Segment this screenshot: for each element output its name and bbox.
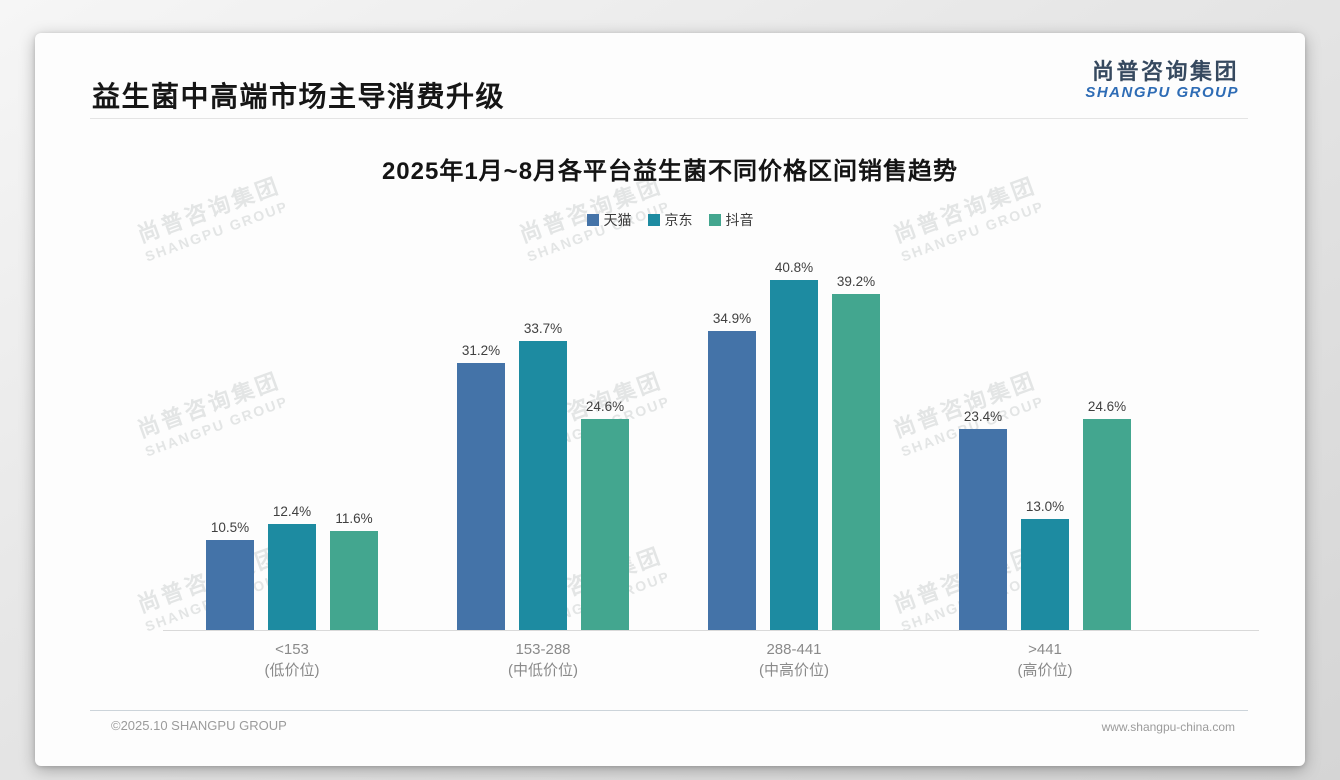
category-label-2: 288-441 (中高价位): [669, 639, 919, 681]
category-range: <153: [275, 641, 309, 658]
category-range: >441: [1028, 641, 1062, 658]
bar-value-label: 34.9%: [712, 310, 752, 326]
category-label-0: <153 (低价位): [167, 639, 417, 681]
bar-value-label: 39.2%: [836, 274, 876, 289]
footer-copyright: ©2025.10 SHANGPU GROUP: [111, 718, 287, 733]
bar-unit: 40.8%: [770, 260, 818, 630]
legend-label: 天猫: [603, 212, 632, 228]
legend-item-0: 天猫: [586, 210, 632, 230]
category-tier: (高价位): [1017, 662, 1073, 679]
bar-京东-1: [519, 341, 567, 630]
bar-unit: 11.6%: [330, 511, 378, 630]
bar-天猫-0: [206, 540, 254, 630]
title-divider: [90, 118, 1248, 119]
bar-unit: 39.2%: [832, 274, 880, 630]
bar-天猫-1: [457, 362, 505, 630]
plot-area: 10.5% 12.4% 11.6% <153 (低价位) 31.2% 33.7% 24.6% 1…: [35, 33, 1305, 766]
legend-label: 京东: [664, 212, 693, 228]
bar-group-2: 34.9% 40.8% 39.2%: [669, 230, 919, 630]
legend-item-1: 京东: [647, 210, 693, 230]
bar-unit: 24.6%: [581, 399, 629, 630]
bar-value-label: 24.6%: [1087, 399, 1127, 415]
bar-抖音-2: [832, 294, 880, 630]
bar-unit: 24.6%: [1083, 399, 1131, 630]
category-tier: (中低价位): [508, 662, 578, 679]
category-tier: (低价位): [264, 662, 320, 679]
bar-value-label: 13.0%: [1025, 498, 1065, 514]
bar-京东-3: [1021, 518, 1069, 630]
bar-value-label: 23.4%: [963, 409, 1003, 425]
bar-value-label: 33.7%: [523, 321, 563, 337]
chart-title: 2025年1月~8月各平台益生菌不同价格区间销售趋势: [381, 158, 959, 185]
page-title: 益生菌中高端市场主导消费升级: [92, 81, 506, 112]
bar-京东-2: [770, 280, 818, 630]
bar-unit: 12.4%: [268, 504, 316, 630]
bar-unit: 31.2%: [457, 343, 505, 630]
bar-value-label: 12.4%: [272, 503, 312, 519]
category-range: 288-441: [766, 641, 822, 658]
bar-抖音-0: [330, 530, 378, 630]
legend-item-2: 抖音: [708, 210, 754, 230]
bar-京东-0: [268, 523, 316, 630]
legend-swatch-icon: [708, 214, 721, 226]
bar-value-label: 24.6%: [585, 399, 625, 415]
legend-swatch-icon: [647, 214, 660, 226]
category-label-3: >441 (高价位): [920, 639, 1170, 681]
footer-divider: [90, 710, 1248, 711]
bar-value-label: 11.6%: [335, 510, 373, 526]
category-tier: (中高价位): [759, 662, 829, 679]
bar-group-0: 10.5% 12.4% 11.6%: [167, 230, 417, 630]
bar-抖音-1: [581, 419, 629, 630]
bar-unit: 33.7%: [519, 321, 567, 630]
bar-抖音-3: [1083, 419, 1131, 630]
bar-group-3: 23.4% 13.0% 24.6%: [920, 230, 1170, 630]
bar-天猫-3: [959, 429, 1007, 630]
category-label-1: 153-288 (中低价位): [418, 639, 668, 681]
shangpu-logo: 尚普咨询集团 SHANGPU GROUP: [1085, 59, 1239, 102]
x-axis-line: [163, 630, 1259, 631]
logo-english-text: SHANGPU GROUP: [1085, 84, 1239, 102]
legend-swatch-icon: [586, 214, 599, 226]
bar-unit: 23.4%: [959, 409, 1007, 630]
bar-value-label: 31.2%: [461, 342, 501, 358]
bar-group-1: 31.2% 33.7% 24.6%: [418, 230, 668, 630]
bar-unit: 10.5%: [206, 520, 254, 630]
bar-value-label: 40.8%: [774, 260, 814, 276]
footer-website: www.shangpu-china.com: [1101, 720, 1235, 734]
logo-chinese-text: 尚普咨询集团: [1091, 59, 1239, 84]
bar-unit: 34.9%: [708, 311, 756, 630]
bar-天猫-2: [708, 330, 756, 630]
legend-label: 抖音: [725, 212, 754, 228]
chart-legend: 天猫 京东 抖音: [35, 210, 1305, 230]
category-range: 153-288: [515, 641, 571, 658]
bar-unit: 13.0%: [1021, 499, 1069, 630]
bar-value-label: 10.5%: [210, 520, 250, 535]
